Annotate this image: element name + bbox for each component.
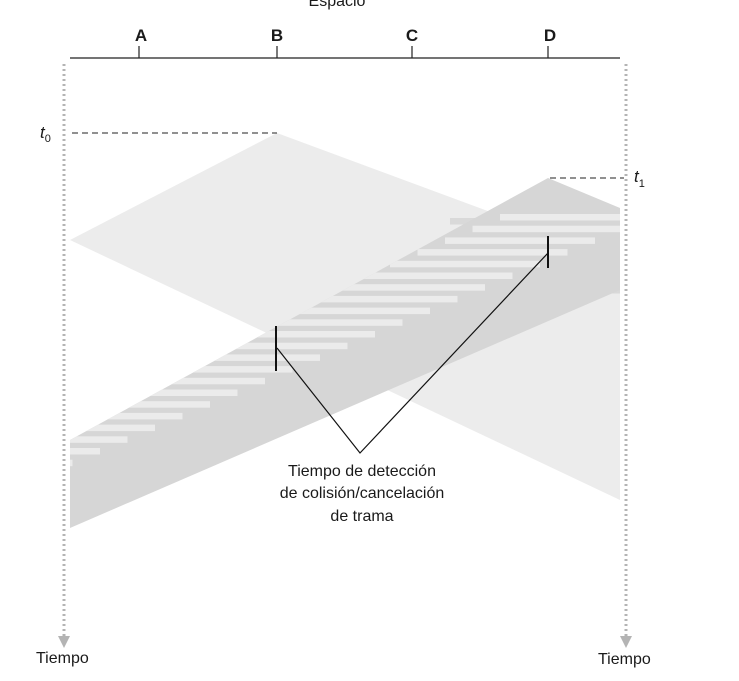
stripe-band (115, 377, 265, 385)
time-axis-left-arrow (58, 636, 70, 648)
transmission-d-stripes (70, 214, 620, 467)
annotation-callout-lines (276, 252, 549, 454)
stripe-band (417, 249, 568, 256)
stripe-band (70, 424, 155, 432)
node-label-b: B (271, 26, 283, 45)
annotation-line-3: de trama (330, 508, 393, 525)
stripe-band (362, 272, 513, 279)
stripe-band (632, 299, 739, 306)
annotation-line-2: de colisión/cancelación (280, 485, 445, 502)
stripe-band (70, 412, 183, 420)
t0-label: t0 (40, 123, 51, 145)
stripe-band (142, 366, 293, 373)
stripe-band (500, 214, 620, 221)
stripe-band (197, 342, 348, 350)
node-label-a: A (135, 26, 147, 45)
time-axis-right-arrow (620, 636, 632, 648)
stripe-band (70, 448, 100, 455)
stripe-band (472, 225, 620, 233)
stripe-band (70, 436, 128, 443)
stripe-band (252, 319, 403, 326)
time-label-right: Tiempo (598, 651, 651, 668)
stripe-band (445, 237, 595, 244)
stripe-band (170, 354, 320, 361)
t1-label: t1 (634, 167, 645, 190)
stripe-band (70, 401, 210, 408)
stripe-band (87, 389, 238, 396)
space-label: Espacio (309, 0, 366, 10)
stripe-band (280, 307, 430, 315)
time-label-left: Tiempo (36, 650, 89, 667)
stripe-band (307, 295, 458, 303)
stripe-band (70, 459, 73, 467)
node-label-d: D (544, 26, 556, 45)
stripe-band (225, 331, 375, 338)
stripe-band (335, 284, 485, 291)
stripe-band (390, 260, 540, 268)
node-ticks (138, 46, 549, 58)
annotation-line-1: Tiempo de detección (288, 463, 436, 480)
node-label-c: C (406, 26, 418, 45)
